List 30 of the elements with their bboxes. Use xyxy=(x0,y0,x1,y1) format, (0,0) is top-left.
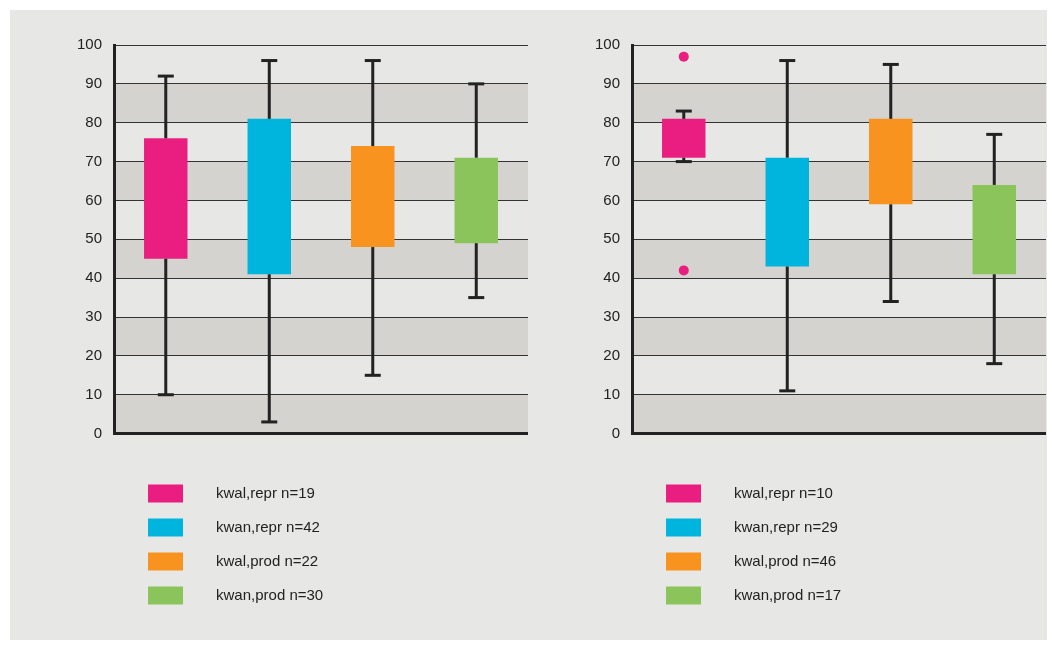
y-tick-label: 100 xyxy=(77,35,103,53)
y-tick-label: 20 xyxy=(85,346,103,364)
legend-label: kwal,repr n=10 xyxy=(734,483,833,501)
y-tick-label: 100 xyxy=(595,35,621,53)
y-tick-label: 80 xyxy=(85,112,103,130)
y-tick-label: 20 xyxy=(603,346,621,364)
y-tick-label: 80 xyxy=(603,112,621,130)
y-tick-label: 90 xyxy=(85,74,103,91)
legend-label: kwan,prod n=17 xyxy=(734,585,842,603)
y-tick-label: 60 xyxy=(85,190,103,208)
y-tick-label: 0 xyxy=(93,423,103,441)
legend-label: kwan,repr n=29 xyxy=(734,517,838,535)
legend-label: kwal,prod n=22 xyxy=(216,551,319,569)
legend-label: kwan,prod n=30 xyxy=(216,585,324,603)
y-tick-label: 40 xyxy=(85,268,103,286)
legend-label: kwal,prod n=46 xyxy=(734,551,837,569)
y-tick-label: 30 xyxy=(603,307,621,325)
y-tick-label: 50 xyxy=(85,229,103,247)
legend-label: kwal,repr n=19 xyxy=(216,483,315,501)
y-tick-label: 30 xyxy=(85,307,103,325)
legend-label: kwan,repr n=42 xyxy=(216,517,320,535)
y-tick-label: 40 xyxy=(603,268,621,286)
y-tick-label: 60 xyxy=(603,190,621,208)
y-tick-label: 0 xyxy=(611,423,621,441)
y-tick-label: 50 xyxy=(603,229,621,247)
y-tick-label: 70 xyxy=(603,151,621,169)
y-tick-label: 90 xyxy=(603,74,621,91)
y-tick-label: 10 xyxy=(85,384,103,402)
y-tick-label: 10 xyxy=(603,384,621,402)
y-tick-label: 70 xyxy=(85,151,103,169)
